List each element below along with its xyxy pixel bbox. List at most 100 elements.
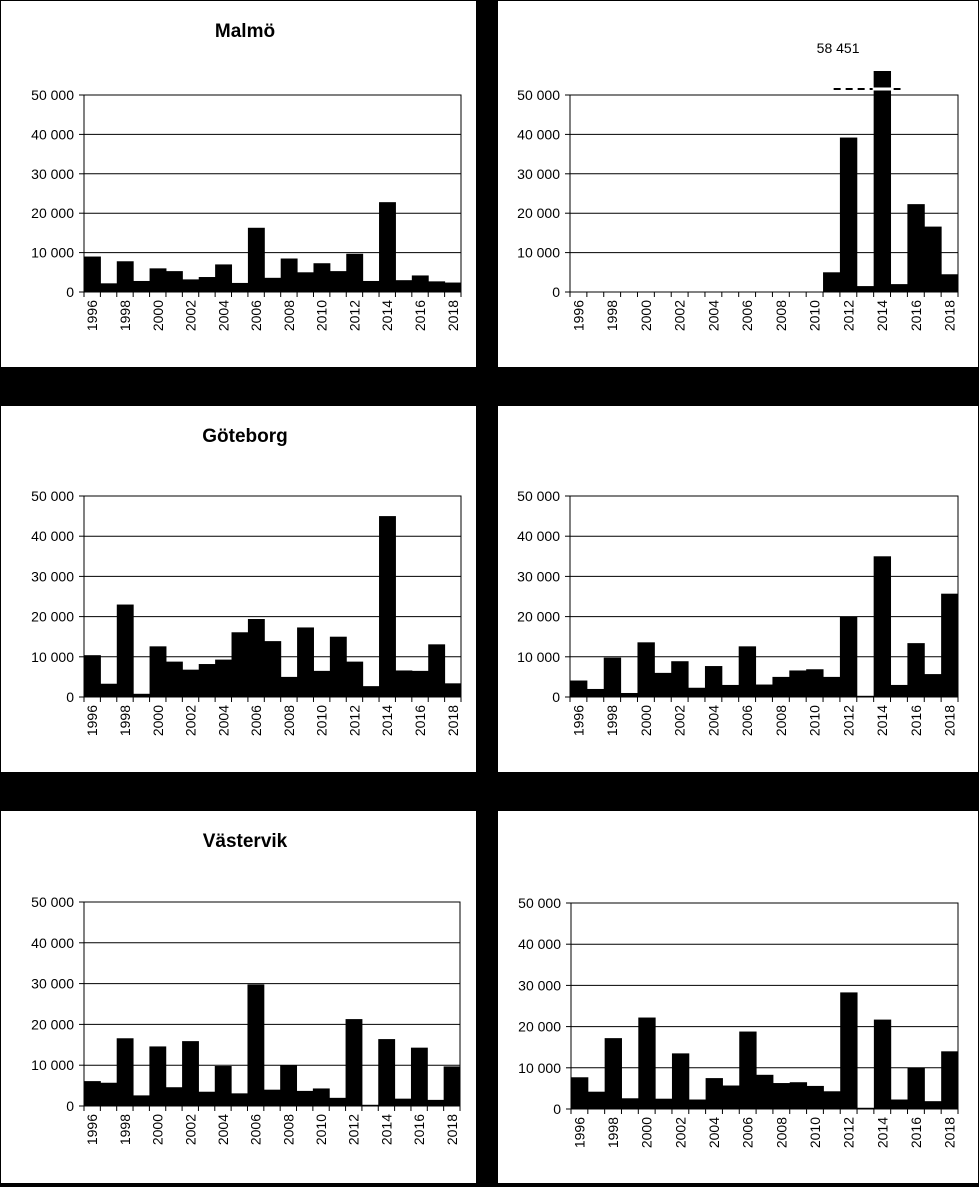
x-tick-label: 1996 — [570, 300, 586, 331]
x-tick-label: 2006 — [740, 1117, 756, 1148]
x-tick-label: 2004 — [705, 705, 721, 736]
y-tick-label: 40 000 — [31, 935, 74, 951]
y-tick-label: 40 000 — [517, 528, 560, 544]
bar-2015 — [890, 684, 908, 697]
x-tick-label: 2014 — [379, 300, 395, 331]
x-tick-label: 2004 — [706, 1117, 722, 1148]
y-tick-label: 30 000 — [517, 568, 560, 584]
bar-2004 — [704, 666, 723, 697]
bar-2017 — [428, 644, 446, 697]
bar-1996 — [84, 256, 101, 292]
x-tick-label: 2010 — [314, 300, 330, 331]
x-tick-label: 2006 — [739, 300, 755, 331]
bar-2012 — [346, 253, 364, 292]
bar-2015 — [890, 1099, 909, 1109]
bar-2000 — [149, 1046, 167, 1106]
y-tick-label: 50 000 — [517, 87, 560, 103]
y-tick-label: 30 000 — [31, 976, 74, 992]
x-tick-label: 2018 — [445, 705, 461, 736]
y-tick-label: 40 000 — [517, 126, 560, 142]
annotation-peak-value: 58 451 — [817, 40, 860, 56]
y-tick-label: 30 000 — [518, 977, 561, 993]
x-tick-label: 2000 — [639, 1117, 655, 1148]
bar-2014 — [379, 202, 396, 292]
x-tick-label: 2004 — [215, 705, 231, 736]
x-tick-label: 2014 — [874, 300, 890, 331]
y-tick-label: 50 000 — [31, 894, 74, 910]
bar-2002 — [182, 279, 200, 292]
bar-2013 — [361, 1104, 379, 1106]
bar-2010 — [313, 263, 331, 292]
bar-2010 — [313, 670, 331, 697]
bar-2007 — [264, 641, 282, 697]
x-tick-label: 2012 — [840, 705, 856, 736]
x-tick-label: 2008 — [281, 300, 297, 331]
x-tick-label: 2014 — [874, 705, 890, 736]
bar-1999 — [133, 280, 151, 292]
bar-2005 — [231, 632, 249, 697]
bar-2017 — [924, 226, 942, 292]
x-tick-label: 1998 — [117, 300, 133, 331]
y-tick-label: 20 000 — [31, 609, 74, 625]
bar-1996 — [570, 680, 588, 697]
y-tick-label: 50 000 — [518, 895, 561, 911]
x-tick-label: 1996 — [570, 705, 586, 736]
bar-2013 — [856, 286, 875, 292]
bar-2001 — [165, 271, 183, 292]
y-tick-label: 10 000 — [31, 245, 74, 261]
bar-1997 — [100, 283, 118, 292]
x-tick-label: 2016 — [908, 705, 924, 736]
x-tick-label: 1996 — [84, 300, 100, 331]
y-tick-label: 0 — [552, 284, 560, 300]
bar-2016 — [907, 1067, 925, 1109]
bar-2017 — [428, 281, 446, 292]
y-tick-label: 10 000 — [517, 245, 560, 261]
bar-1999 — [133, 693, 151, 697]
bar-2003 — [688, 687, 706, 697]
x-tick-label: 2012 — [346, 705, 362, 736]
bar-2012 — [345, 1019, 363, 1106]
y-tick-label: 0 — [553, 1101, 561, 1117]
bar-2008 — [772, 1083, 791, 1109]
bar-2009 — [296, 1090, 314, 1106]
chart-vastervik: Västervik 0 10 000 20 000 30 000 40 000 50 000… — [31, 831, 461, 1145]
chart-panel-vastervik: Västervik 0 10 000 20 000 30 000 40 000 50 000… — [1, 811, 476, 1183]
bar-2002 — [671, 1053, 690, 1109]
bar-2007 — [264, 277, 282, 292]
x-tick-label: 2018 — [445, 300, 461, 331]
x-tick-label: 2008 — [281, 705, 297, 736]
x-tick-label: 2004 — [705, 300, 721, 331]
bar-2018 — [444, 282, 462, 292]
x-tick-label: 2014 — [378, 1114, 394, 1145]
bar-2006 — [247, 619, 265, 697]
bar-1997 — [586, 688, 605, 697]
bar-2013 — [856, 695, 875, 697]
bar-1999 — [621, 1098, 639, 1109]
bar-2010 — [806, 1085, 824, 1109]
bar-2003 — [198, 277, 216, 292]
bar-2005 — [231, 282, 249, 292]
bar-1998 — [603, 657, 622, 697]
bar-2004 — [215, 264, 233, 292]
bar-2014 — [379, 516, 396, 697]
x-tick-label: 2012 — [841, 1117, 857, 1148]
bar-1998 — [116, 604, 134, 697]
bar-2015 — [394, 1098, 412, 1106]
bar-1998 — [116, 1038, 134, 1106]
bar-1998 — [604, 1038, 622, 1109]
x-tick-label: 2006 — [248, 1114, 264, 1145]
bar-1997 — [587, 1091, 606, 1109]
x-tick-label: 2008 — [773, 1117, 789, 1148]
y-tick-label: 10 000 — [31, 649, 74, 665]
x-tick-label: 2002 — [672, 300, 688, 331]
x-tick-label: 2000 — [150, 705, 166, 736]
x-tick-label: 2000 — [150, 1114, 166, 1145]
x-tick-label: 2002 — [672, 1117, 688, 1148]
y-tick-label: 50 000 — [517, 488, 560, 504]
y-tick-label: 20 000 — [518, 1019, 561, 1035]
bar-2006 — [738, 646, 757, 697]
